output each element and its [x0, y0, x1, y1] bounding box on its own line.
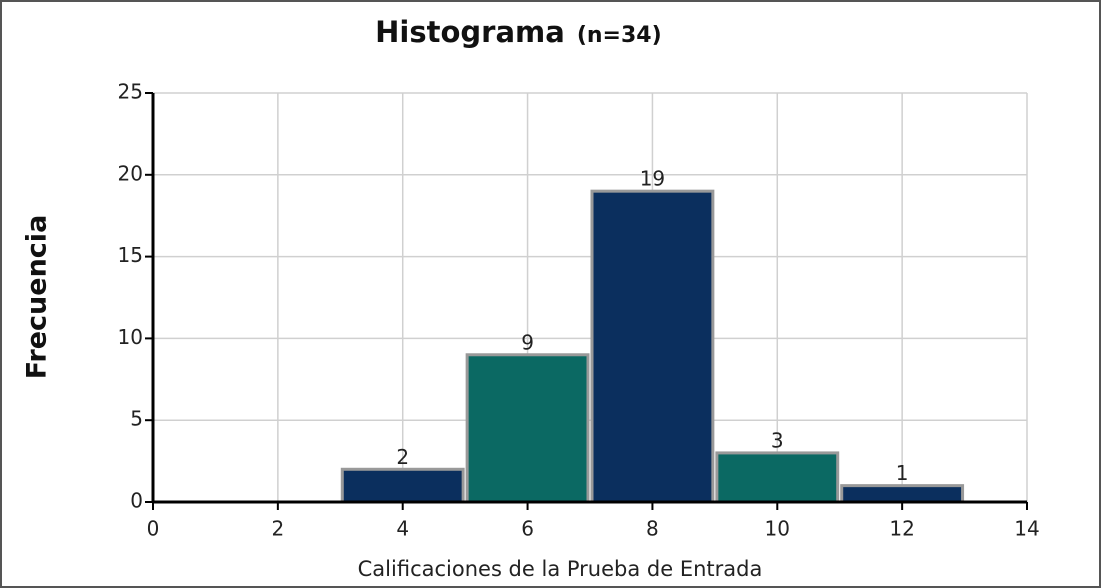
bar: [840, 484, 965, 504]
value-label: 3: [771, 428, 784, 452]
x-tick-label: 8: [646, 517, 659, 541]
bar: [465, 353, 590, 504]
x-tick-label: 10: [765, 517, 790, 541]
x-tick-label: 4: [396, 517, 409, 541]
y-tick-label: 5: [130, 407, 143, 431]
value-label: 19: [640, 167, 665, 191]
x-tick-label: 0: [147, 517, 160, 541]
y-tick-label: 15: [118, 243, 143, 267]
value-label: 2: [396, 445, 409, 469]
y-tick-label: 0: [130, 489, 143, 513]
value-label: 1: [896, 461, 909, 485]
bar: [715, 451, 840, 504]
x-tick-label: 14: [1014, 517, 1039, 541]
bar: [340, 467, 465, 504]
x-axis-label: Calificaciones de la Prueba de Entrada: [358, 557, 763, 581]
x-tick-label: 12: [889, 517, 914, 541]
y-tick-label: 20: [118, 161, 143, 185]
bar: [590, 189, 715, 504]
x-tick-label: 6: [521, 517, 534, 541]
chart-subtitle: (n=34): [577, 23, 662, 48]
value-label: 9: [521, 330, 534, 354]
y-tick-label: 10: [118, 325, 143, 349]
y-tick-label: 25: [118, 80, 143, 104]
x-tick-label: 2: [271, 517, 284, 541]
y-axis-label: Frecuencia: [22, 215, 53, 380]
chart-title: Histograma: [375, 15, 565, 49]
